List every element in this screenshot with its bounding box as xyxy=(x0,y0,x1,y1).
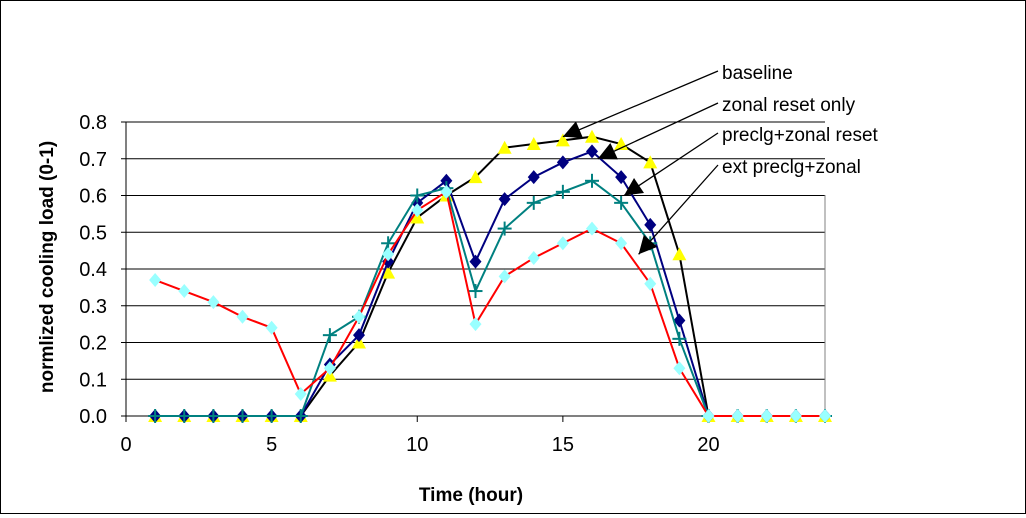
x-tick-label: 0 xyxy=(120,434,131,456)
data-point-diamond xyxy=(527,170,540,185)
gridlines xyxy=(126,121,825,380)
data-point-diamond xyxy=(615,236,628,251)
callout-label: zonal reset only xyxy=(722,95,856,116)
y-tick-label: 0.6 xyxy=(79,186,107,208)
y-axis-title: normlized cooling load (0-1) xyxy=(37,141,58,393)
callout-arrowhead xyxy=(638,234,658,255)
series-3 xyxy=(149,184,831,423)
series-1 xyxy=(149,144,831,423)
data-point-diamond xyxy=(586,144,598,159)
data-point-diamond xyxy=(731,409,744,423)
data-point-diamond xyxy=(556,236,569,251)
data-point-diamond xyxy=(440,184,453,199)
data-point-plus xyxy=(177,409,192,423)
data-point-diamond xyxy=(789,409,802,423)
callout-leader xyxy=(597,102,719,160)
callout-arrowhead xyxy=(624,178,645,196)
data-point-diamond xyxy=(353,309,365,324)
data-point-diamond xyxy=(819,409,831,423)
callout-arrowhead xyxy=(597,143,618,160)
callout-leader xyxy=(623,132,719,197)
data-point-diamond xyxy=(323,361,336,376)
data-point-plus xyxy=(410,188,425,203)
data-point-diamond xyxy=(411,203,424,218)
data-point-diamond xyxy=(469,317,482,332)
data-point-plus xyxy=(672,331,687,346)
y-tick-label: 0.8 xyxy=(79,112,107,134)
data-point-plus xyxy=(264,409,279,423)
y-tick-label: 0.7 xyxy=(79,149,107,171)
data-point-triangle xyxy=(497,140,512,154)
data-point-diamond xyxy=(673,361,686,376)
x-tick-label: 20 xyxy=(697,434,719,456)
data-point-triangle xyxy=(468,170,483,184)
series-line xyxy=(154,190,825,417)
y-tick-label: 0.4 xyxy=(79,259,107,281)
x-axis-title: Time (hour) xyxy=(419,485,523,506)
data-point-diamond xyxy=(498,269,511,284)
data-point-triangle xyxy=(381,265,396,279)
data-point-plus xyxy=(497,221,512,236)
data-point-diamond xyxy=(498,192,511,207)
series-layer xyxy=(148,129,832,423)
data-point-diamond xyxy=(527,250,540,265)
data-point-diamond xyxy=(586,221,598,236)
data-point-diamond xyxy=(644,217,657,232)
data-point-diamond xyxy=(556,155,569,170)
callout-label: ext preclg+zonal xyxy=(722,157,861,178)
callout-label: preclg+zonal reset xyxy=(722,125,879,146)
y-tick-label: 0.3 xyxy=(79,296,107,318)
data-point-triangle xyxy=(555,133,570,147)
data-point-diamond xyxy=(353,328,365,343)
data-point-diamond xyxy=(382,247,395,262)
data-point-plus xyxy=(555,184,570,199)
data-point-diamond xyxy=(149,273,162,288)
data-point-triangle xyxy=(526,137,541,151)
callout-leader xyxy=(562,70,719,138)
annotations: baseline zonal reset only preclg+zonal res… xyxy=(562,63,879,255)
data-point-diamond xyxy=(673,313,686,328)
x-tick-label: 5 xyxy=(266,434,277,456)
data-point-diamond xyxy=(207,295,220,310)
data-point-plus xyxy=(206,409,221,423)
axes: 0.0 0.1 0.2 0.3 0.4 0.5 0.6 0.7 0.8 0 5 10 15 20 xyxy=(79,112,826,456)
callout-arrowhead xyxy=(562,121,583,138)
data-point-plus xyxy=(148,409,163,423)
data-point-diamond xyxy=(294,386,307,401)
data-point-plus xyxy=(585,173,599,188)
data-point-plus xyxy=(322,328,337,343)
y-tick-label: 0.1 xyxy=(79,369,107,391)
data-point-diamond xyxy=(760,409,773,423)
callout-label: baseline xyxy=(722,63,793,84)
series-line xyxy=(155,135,825,417)
data-point-diamond xyxy=(644,276,657,291)
y-tick-label: 0.5 xyxy=(79,222,107,244)
y-tick-label: 0.2 xyxy=(79,333,107,355)
data-point-diamond xyxy=(615,170,628,185)
data-point-triangle xyxy=(672,247,687,261)
series-line xyxy=(155,150,825,417)
x-tick-label: 15 xyxy=(552,434,574,456)
data-point-diamond xyxy=(382,254,395,269)
x-tick-label: 10 xyxy=(406,434,428,456)
data-point-triangle xyxy=(585,129,599,143)
data-point-triangle xyxy=(643,155,658,169)
data-point-diamond xyxy=(265,320,278,335)
data-point-diamond xyxy=(702,409,715,423)
callout-leader xyxy=(638,164,719,255)
data-point-plus xyxy=(614,195,629,210)
y-tick-label: 0.0 xyxy=(79,406,107,428)
data-point-plus xyxy=(235,409,250,423)
data-point-diamond xyxy=(178,284,191,299)
data-point-diamond xyxy=(440,173,453,188)
data-point-diamond xyxy=(469,254,482,269)
data-point-plus xyxy=(468,284,483,299)
data-point-plus xyxy=(293,409,308,423)
data-point-diamond xyxy=(236,309,249,324)
data-point-plus xyxy=(526,195,541,210)
